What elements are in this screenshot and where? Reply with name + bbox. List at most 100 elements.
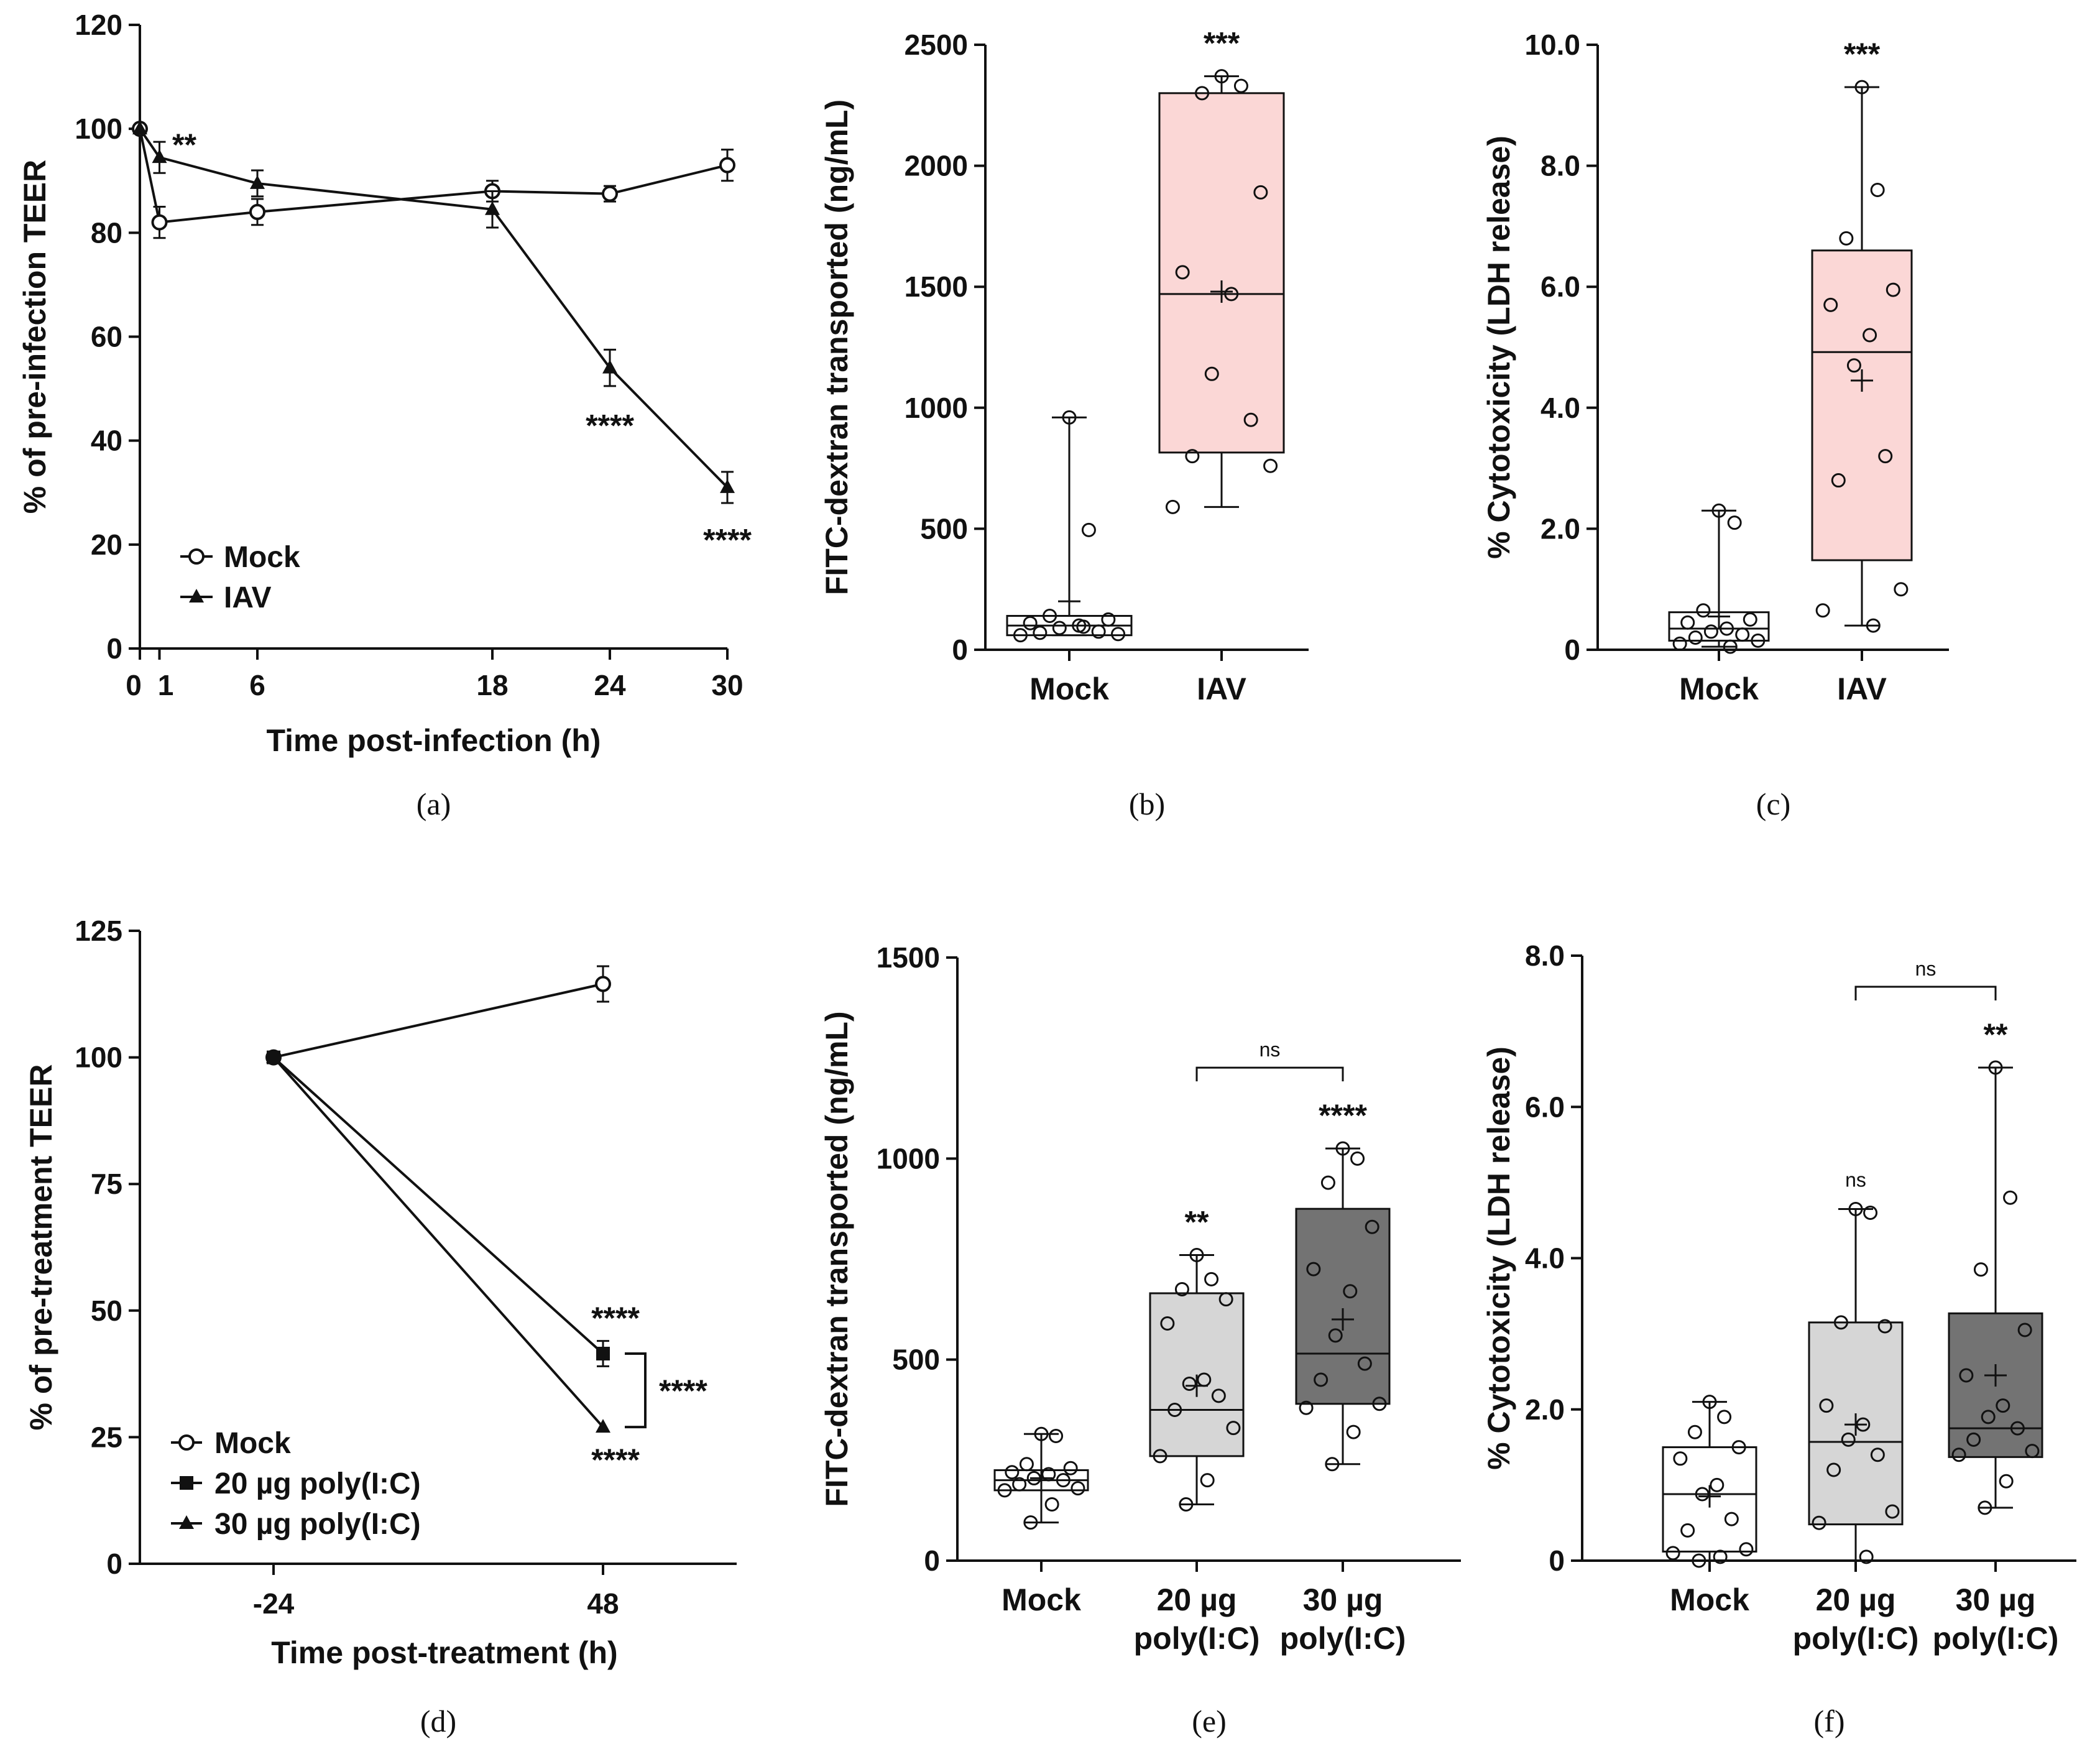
data-point: [1253, 185, 1268, 200]
x-tick-label: Mock: [1670, 1582, 1749, 1617]
data-point: [151, 214, 168, 231]
data-point: [1153, 1449, 1167, 1464]
data-point: [250, 175, 265, 189]
y-tick-label: 0: [952, 634, 968, 666]
y-tick-label: 1500: [905, 270, 968, 303]
series-line: [272, 1056, 604, 1428]
data-point: [1372, 1397, 1387, 1411]
data-point: [1043, 609, 1057, 624]
panel-caption: (f): [1814, 1704, 1845, 1738]
x-tick-label: 20 µg: [1816, 1582, 1896, 1617]
data-point: [1044, 1497, 1059, 1512]
data-point: [1233, 78, 1248, 93]
data-point: [1877, 1319, 1892, 1334]
data-point: [1306, 1262, 1321, 1277]
significance-label: ns: [1260, 1038, 1281, 1061]
x-tick-label: 48: [587, 1587, 619, 1620]
data-point: [1299, 1400, 1314, 1415]
series-line: [272, 1056, 604, 1355]
significance-label: ****: [591, 1301, 640, 1336]
data-point: [1859, 1549, 1874, 1564]
legend-label: Mock: [224, 541, 300, 574]
y-tick-label: 6.0: [1525, 1091, 1565, 1123]
data-point: [602, 359, 617, 374]
data-point: [1111, 627, 1126, 642]
data-point: [1335, 1141, 1350, 1156]
data-point: [179, 1515, 194, 1529]
y-tick-label: 2500: [905, 29, 968, 61]
y-axis-title: % Cytotoxicity (LDH release): [1481, 1046, 1516, 1470]
box: [1811, 249, 1913, 561]
data-point: [1185, 449, 1200, 464]
panel-caption: (e): [1192, 1704, 1227, 1738]
data-point: [189, 589, 204, 602]
data-point: [1049, 1429, 1064, 1444]
legend-label: 30 µg poly(I:C): [214, 1508, 421, 1541]
data-point: [1328, 1328, 1343, 1343]
data-point: [1182, 1376, 1197, 1391]
data-point: [1702, 1395, 1717, 1410]
x-tick-label: Mock: [1002, 1582, 1081, 1617]
data-point: [1739, 1542, 1754, 1557]
data-point: [2010, 1421, 2025, 1436]
data-point: [1179, 1497, 1194, 1512]
y-tick-label: 1000: [877, 1142, 940, 1175]
data-point: [1978, 1500, 1992, 1515]
data-point: [178, 1434, 195, 1451]
data-point: [1013, 628, 1028, 643]
data-point: [1665, 1546, 1680, 1561]
y-tick-label: 100: [75, 113, 122, 145]
y-tick-label: 80: [91, 216, 122, 249]
data-point: [1160, 1316, 1175, 1331]
data-point: [1063, 1461, 1078, 1475]
y-tick-label: 25: [91, 1421, 122, 1453]
data-point: [1165, 499, 1180, 514]
data-point: [1996, 1398, 2010, 1413]
x-tick-label: IAV: [1837, 672, 1887, 706]
data-point: [1723, 639, 1738, 654]
chart-panel-b: 0 500 1000 1500 2000 2500 FITC-dextran transpo…: [819, 26, 1309, 821]
series-line: [273, 982, 604, 1059]
data-point: [1197, 1372, 1212, 1387]
x-tick-label: 0: [126, 669, 142, 701]
data-point: [1263, 458, 1278, 473]
data-point: [1831, 473, 1846, 488]
data-point: [1680, 1523, 1695, 1538]
data-point: [1204, 366, 1219, 381]
box: [1295, 1207, 1391, 1405]
data-point: [180, 1476, 193, 1490]
x-tick-label: 30: [711, 669, 743, 701]
data-point: [1886, 282, 1900, 297]
y-tick-label: 500: [892, 1344, 940, 1376]
data-point: [1751, 633, 1766, 648]
data-point: [1195, 86, 1210, 101]
data-point: [1325, 1457, 1340, 1472]
data-point: [1703, 624, 1718, 639]
data-point: [1062, 410, 1077, 425]
y-tick-label: 0: [106, 1548, 122, 1580]
data-point: [1673, 1451, 1688, 1466]
data-point: [1854, 80, 1869, 95]
data-point: [1846, 358, 1861, 373]
significance-label: ****: [591, 1443, 640, 1477]
series-line: [139, 128, 729, 489]
data-point: [1174, 1282, 1189, 1296]
data-point: [2017, 1323, 2032, 1337]
data-point: [1320, 1175, 1335, 1190]
legend-label: 20 µg poly(I:C): [214, 1467, 421, 1500]
data-point: [1365, 1219, 1379, 1234]
chart-panel-d: 0 25 50 75 100 125 -24 48 Time post-treatment (h…: [24, 915, 737, 1738]
y-tick-label: 125: [75, 915, 122, 947]
y-tick-label: 2000: [905, 150, 968, 182]
data-point: [596, 1347, 610, 1361]
significance-label: ****: [586, 409, 634, 443]
data-point: [1041, 1467, 1056, 1482]
data-point: [1866, 618, 1881, 633]
data-point: [1012, 1477, 1027, 1492]
data-point: [1243, 412, 1258, 427]
y-tick-label: 75: [91, 1168, 122, 1200]
data-point: [719, 157, 735, 173]
data-point: [1720, 621, 1734, 636]
significance-label: ****: [1319, 1098, 1367, 1133]
y-tick-label: 1000: [905, 392, 968, 424]
